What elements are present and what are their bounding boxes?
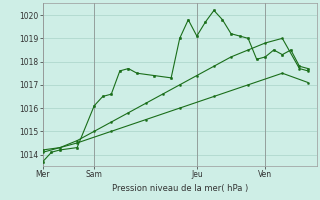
X-axis label: Pression niveau de la mer( hPa ): Pression niveau de la mer( hPa ): [112, 184, 248, 193]
